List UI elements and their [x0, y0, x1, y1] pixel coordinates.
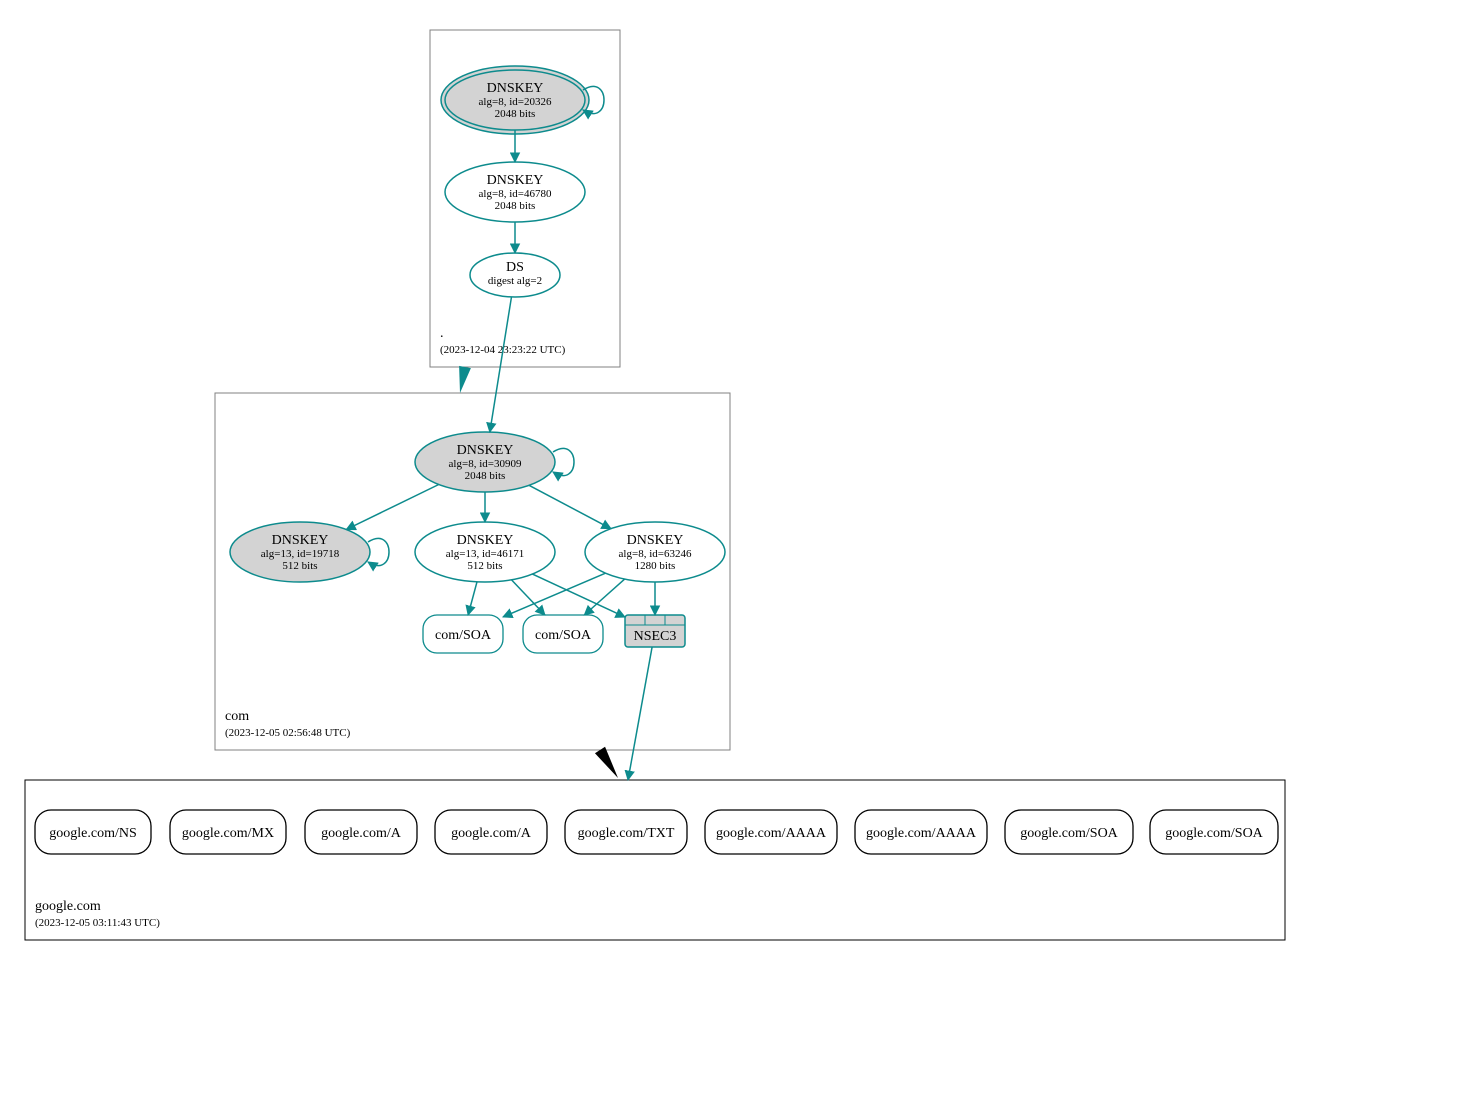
svg-text:512 bits: 512 bits: [467, 560, 502, 572]
svg-text:com/SOA: com/SOA: [435, 628, 492, 643]
svg-text:DS: DS: [506, 260, 524, 275]
svg-text:alg=13, id=46171: alg=13, id=46171: [446, 548, 524, 560]
zone-transition-arrow: [595, 747, 618, 778]
svg-text:DNSKEY: DNSKEY: [627, 533, 684, 548]
svg-text:NSEC3: NSEC3: [634, 629, 677, 644]
svg-text:google.com: google.com: [35, 899, 101, 914]
svg-text:DNSKEY: DNSKEY: [457, 443, 514, 458]
svg-text:DNSKEY: DNSKEY: [272, 533, 329, 548]
svg-text:alg=8, id=20326: alg=8, id=20326: [479, 96, 552, 108]
svg-text:DNSKEY: DNSKEY: [487, 173, 544, 188]
edge: [468, 582, 477, 615]
svg-text:2048 bits: 2048 bits: [465, 470, 506, 482]
svg-text:512 bits: 512 bits: [282, 560, 317, 572]
svg-text:1280 bits: 1280 bits: [635, 560, 676, 572]
svg-text:(2023-12-05 03:11:43 UTC): (2023-12-05 03:11:43 UTC): [35, 917, 160, 929]
svg-text:alg=8, id=30909: alg=8, id=30909: [449, 458, 522, 470]
svg-text:google.com/NS: google.com/NS: [49, 826, 137, 841]
svg-text:digest alg=2: digest alg=2: [488, 275, 542, 287]
edge: [511, 580, 545, 615]
edge: [529, 485, 611, 528]
svg-text:google.com/MX: google.com/MX: [182, 826, 274, 841]
svg-text:com: com: [225, 709, 249, 724]
edge: [490, 297, 512, 432]
edge: [346, 485, 438, 530]
svg-text:alg=8, id=46780: alg=8, id=46780: [479, 188, 552, 200]
svg-text:google.com/A: google.com/A: [451, 826, 532, 841]
edge: [628, 647, 652, 780]
svg-text:2048 bits: 2048 bits: [495, 108, 536, 120]
edge: [532, 574, 625, 617]
svg-text:com/SOA: com/SOA: [535, 628, 592, 643]
svg-text:2048 bits: 2048 bits: [495, 200, 536, 212]
svg-text:DNSKEY: DNSKEY: [487, 81, 544, 96]
svg-text:google.com/AAAA: google.com/AAAA: [716, 826, 827, 841]
dnssec-diagram: .(2023-12-04 23:23:22 UTC)com(2023-12-05…: [10, 10, 1484, 1104]
zone-google: [25, 780, 1285, 940]
zone-transition-arrow: [459, 366, 471, 393]
svg-text:(2023-12-05 02:56:48 UTC): (2023-12-05 02:56:48 UTC): [225, 727, 351, 739]
svg-text:DNSKEY: DNSKEY: [457, 533, 514, 548]
svg-text:alg=8, id=63246: alg=8, id=63246: [619, 548, 692, 560]
svg-text:google.com/A: google.com/A: [321, 826, 402, 841]
svg-text:google.com/SOA: google.com/SOA: [1020, 826, 1118, 841]
svg-text:google.com/TXT: google.com/TXT: [578, 826, 675, 841]
svg-text:alg=13, id=19718: alg=13, id=19718: [261, 548, 340, 560]
svg-text:google.com/SOA: google.com/SOA: [1165, 826, 1263, 841]
svg-text:.: .: [440, 326, 444, 341]
edge: [584, 579, 624, 615]
svg-text:google.com/AAAA: google.com/AAAA: [866, 826, 977, 841]
